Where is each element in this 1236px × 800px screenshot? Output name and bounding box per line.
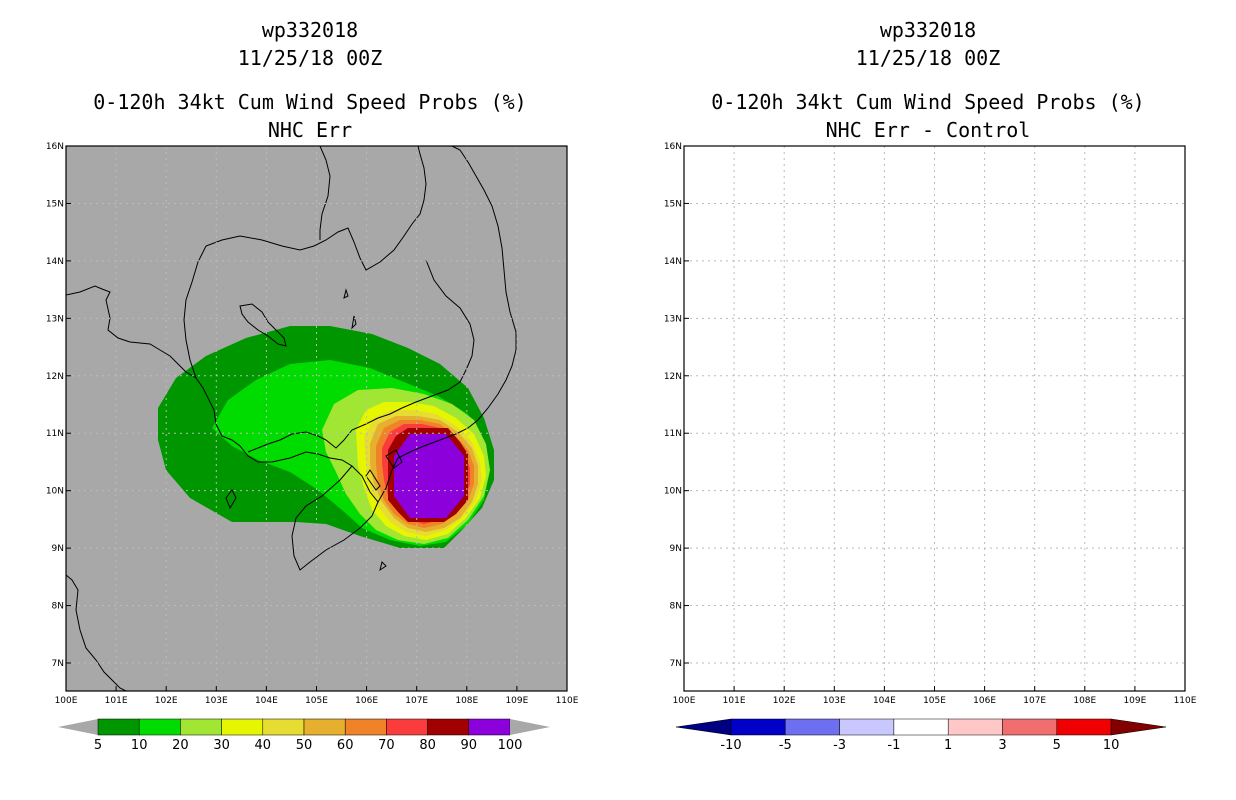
colorbar-label: 40 — [255, 738, 272, 753]
colorbar-swatch — [1002, 718, 1058, 736]
colorbar-label: 5 — [1053, 738, 1061, 753]
contour-100 — [394, 434, 464, 518]
colorbar-swatch — [180, 718, 222, 736]
left-lon-label: 105E — [305, 696, 328, 706]
colorbar-label: 60 — [337, 738, 354, 753]
left-lon-label: 100E — [55, 696, 78, 706]
left-axis-ticks: 100E 101E 102E 103E 104E 105E 106E 107E 108E 109E… — [46, 142, 579, 706]
colorbar-high-end — [1110, 718, 1167, 736]
right-lat-label: 10N — [664, 487, 682, 497]
right-lon-label: 109E — [1123, 696, 1146, 706]
right-lat-label: 16N — [664, 142, 682, 152]
right-lon-label: 103E — [823, 696, 846, 706]
left-lon-label: 106E — [355, 696, 378, 706]
right-lat-label: 15N — [664, 199, 682, 209]
left-lon-label: 108E — [455, 696, 478, 706]
right-lon-label: 102E — [773, 696, 796, 706]
colorbar-low-end — [58, 719, 98, 735]
left-map: 100E 101E 102E 103E 104E 105E 106E 107E 108E 109E… — [46, 142, 579, 706]
colorbar-swatch — [730, 718, 786, 736]
colorbar-label: 20 — [172, 738, 189, 753]
colorbar-swatch — [427, 718, 470, 736]
left-lat-label: 16N — [46, 142, 64, 152]
colorbar-label: 10 — [1103, 738, 1120, 753]
right-lat-label: 11N — [664, 429, 682, 439]
right-product-title: 0-120h 34kt Cum Wind Speed Probs (%) — [711, 90, 1145, 114]
colorbar-label: -3 — [833, 738, 846, 753]
right-lon-label: 101E — [723, 696, 746, 706]
colorbar-label: 10 — [131, 738, 148, 753]
colorbar-swatch — [97, 718, 140, 736]
right-datetime: 11/25/18 00Z — [855, 46, 1001, 70]
probability-contours — [158, 326, 494, 548]
colorbar-low-end — [675, 718, 732, 736]
colorbar-label: -10 — [720, 738, 741, 753]
left-lon-label: 102E — [155, 696, 178, 706]
left-colorbar: 5 10 20 30 40 50 60 70 80 90 100 — [58, 718, 550, 753]
right-storm-id: wp332018 — [879, 18, 977, 42]
colorbar-swatch — [303, 718, 346, 736]
colorbar-swatch — [785, 718, 840, 736]
colorbar-label: 3 — [998, 738, 1006, 753]
left-product-title: 0-120h 34kt Cum Wind Speed Probs (%) — [93, 90, 527, 114]
right-subtitle: NHC Err - Control — [825, 118, 1031, 142]
right-lat-label: 7N — [670, 659, 682, 669]
colorbar-swatch — [893, 718, 949, 736]
colorbar-label: 80 — [419, 738, 436, 753]
colorbar-label: -5 — [779, 738, 792, 753]
left-lat-label: 7N — [52, 659, 64, 669]
left-lat-label: 13N — [46, 314, 64, 324]
right-lat-label: 8N — [670, 602, 682, 612]
colorbar-swatch — [947, 718, 1003, 736]
colorbar-label: 5 — [94, 738, 102, 753]
colorbar-swatch — [468, 718, 511, 736]
left-lat-label: 9N — [52, 544, 64, 554]
colorbar-swatch — [839, 718, 895, 736]
colorbar-label: 50 — [296, 738, 313, 753]
colorbar-swatch — [386, 718, 428, 736]
colorbar-swatch — [1056, 718, 1112, 736]
right-colorbar: -10 -5 -3 -1 1 3 5 10 — [675, 718, 1167, 753]
right-lon-label: 104E — [873, 696, 896, 706]
colorbar-label: 90 — [461, 738, 478, 753]
colorbar-swatch — [262, 718, 305, 736]
right-lat-label: 12N — [664, 372, 682, 382]
left-lon-label: 107E — [405, 696, 428, 706]
colorbar-swatch — [221, 718, 264, 736]
left-lon-label: 104E — [255, 696, 278, 706]
right-lon-label: 100E — [673, 696, 696, 706]
right-lat-label: 9N — [670, 544, 682, 554]
colorbar-label: 100 — [498, 738, 523, 753]
left-lon-label: 103E — [205, 696, 228, 706]
left-lat-label: 11N — [46, 429, 64, 439]
right-map: 100E 101E 102E 103E 104E 105E 106E 107E 108E 109E… — [664, 142, 1197, 706]
colorbar-label: 1 — [944, 738, 952, 753]
right-lon-label: 108E — [1073, 696, 1096, 706]
right-lat-label: 14N — [664, 257, 682, 267]
left-lat-label: 14N — [46, 257, 64, 267]
right-lon-label: 110E — [1174, 696, 1197, 706]
left-storm-id: wp332018 — [261, 18, 359, 42]
colorbar-label: 70 — [378, 738, 395, 753]
right-lon-label: 105E — [923, 696, 946, 706]
colorbar-swatch — [138, 718, 181, 736]
right-lat-label: 13N — [664, 314, 682, 324]
right-axis-ticks: 100E 101E 102E 103E 104E 105E 106E 107E 108E 109E… — [664, 142, 1197, 706]
left-lat-label: 12N — [46, 372, 64, 382]
colorbar-swatch — [344, 718, 387, 736]
left-lon-label: 109E — [505, 696, 528, 706]
colorbar-high-end — [510, 719, 550, 735]
right-lon-label: 107E — [1023, 696, 1046, 706]
colorbar-label: -1 — [887, 738, 900, 753]
left-lon-label: 101E — [105, 696, 128, 706]
left-subtitle: NHC Err — [267, 118, 353, 142]
left-lon-label: 110E — [556, 696, 579, 706]
left-lat-label: 10N — [46, 487, 64, 497]
left-lat-label: 8N — [52, 602, 64, 612]
left-lat-label: 15N — [46, 199, 64, 209]
left-datetime: 11/25/18 00Z — [237, 46, 383, 70]
colorbar-label: 30 — [213, 738, 230, 753]
right-lon-label: 106E — [973, 696, 996, 706]
